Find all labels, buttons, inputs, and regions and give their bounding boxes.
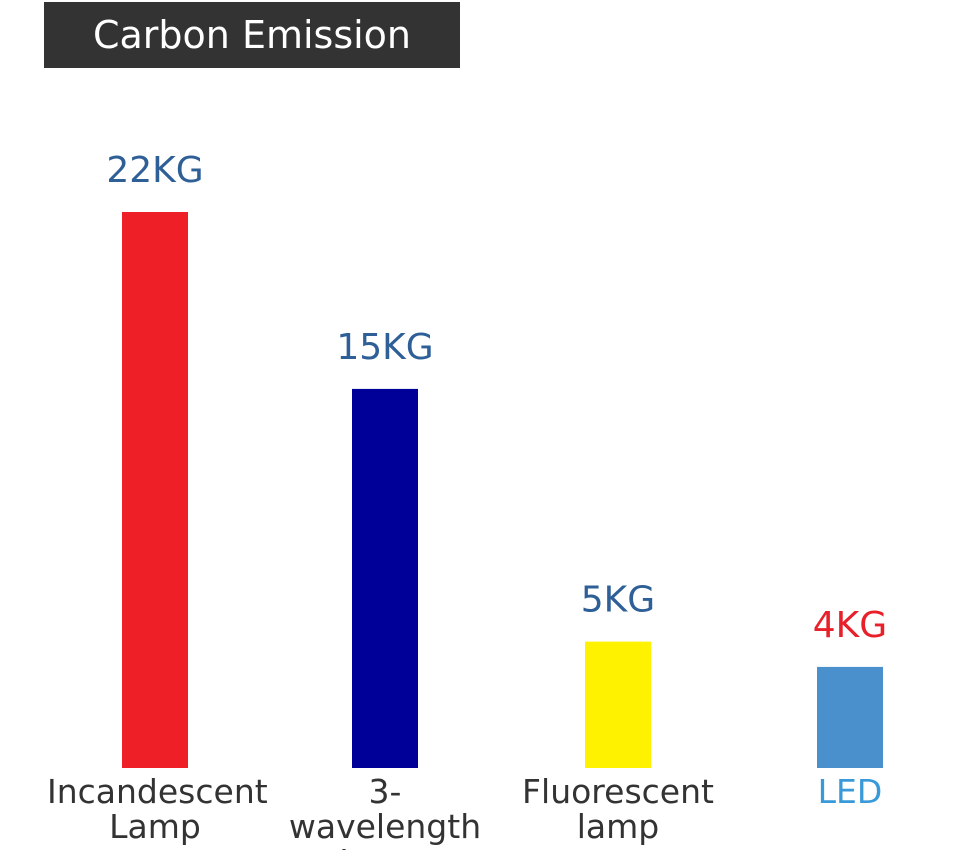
category-label: Fluorescent lamp: [522, 772, 714, 846]
bar: [352, 388, 418, 768]
chart-title: Carbon Emission: [44, 2, 460, 68]
category-label: 3-wavelength Lamp: [288, 772, 482, 850]
value-label: 15KG: [336, 327, 433, 368]
value-label: 22KG: [106, 150, 203, 191]
bar: [585, 641, 651, 768]
value-label: 5KG: [581, 580, 655, 621]
bar: [122, 212, 188, 768]
category-label: LED: [817, 772, 883, 811]
bar: [817, 666, 883, 768]
value-label: 4KG: [813, 605, 887, 646]
category-label: Incandescent Lamp: [47, 772, 268, 846]
